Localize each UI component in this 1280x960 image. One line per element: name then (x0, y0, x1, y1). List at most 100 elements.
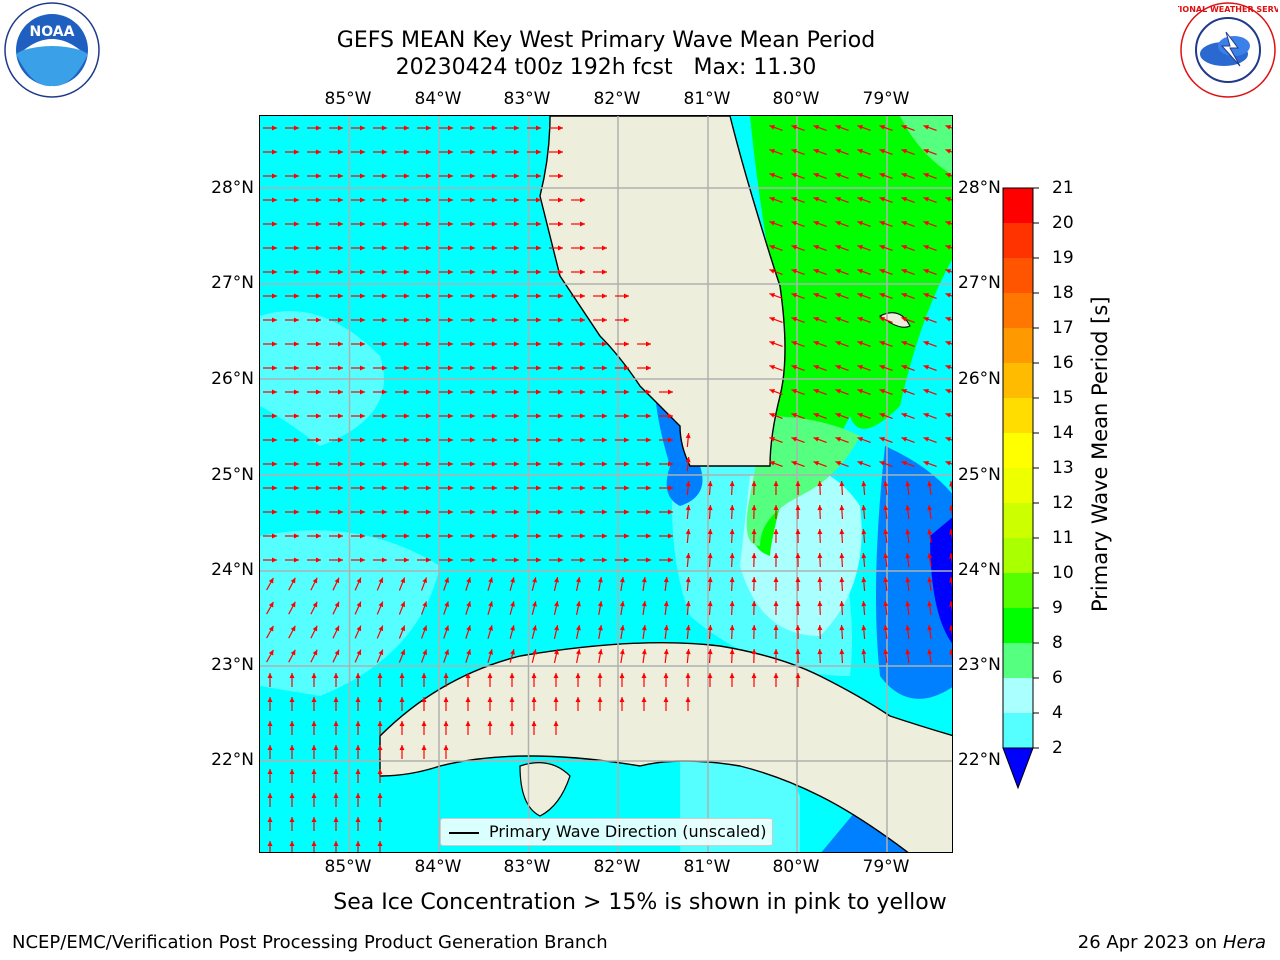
colorbar-tick-label: 14 (1052, 423, 1074, 443)
wave-arrow (395, 437, 409, 443)
wave-arrow (769, 244, 783, 251)
wave-arrow (571, 197, 585, 203)
wave-arrow (373, 557, 387, 563)
wave-arrow (373, 245, 387, 251)
wave-arrow (465, 649, 471, 663)
wave-arrow (289, 745, 295, 759)
wave-arrow (443, 577, 450, 591)
colorbar-segment (1003, 258, 1033, 293)
wave-arrow (505, 269, 519, 275)
wave-arrow (813, 268, 827, 275)
wave-arrow (285, 437, 299, 443)
wave-arrow (597, 577, 603, 591)
wave-arrow (769, 220, 783, 227)
wave-arrow (575, 625, 581, 639)
wave-arrow (355, 721, 361, 735)
wave-arrow (641, 673, 647, 687)
wave-arrow (399, 721, 405, 735)
wave-arrow (531, 601, 537, 615)
wave-arrow (288, 601, 296, 615)
wave-arrow (637, 413, 651, 419)
wave-arrow (307, 461, 321, 467)
wave-arrow (527, 437, 541, 443)
wave-arrow (659, 389, 673, 395)
wave-arrow (505, 485, 519, 491)
wave-arrow (637, 341, 651, 347)
wave-arrow (531, 649, 537, 663)
wave-arrow (751, 673, 757, 687)
wave-arrow (395, 245, 409, 251)
wave-arrow (945, 436, 952, 443)
wave-arrow (333, 817, 339, 831)
wave-arrow (857, 460, 871, 467)
chart-subtitle: 20230424 t00z 192h fcst Max: 11.30 (395, 55, 817, 80)
wave-arrow (417, 245, 431, 251)
wave-arrow (509, 649, 515, 663)
wave-arrow (531, 577, 537, 591)
wave-arrow (571, 437, 585, 443)
wave-arrow (487, 697, 493, 711)
colorbar-label: Primary Wave Mean Period [s] (1088, 296, 1112, 612)
wave-arrow (509, 625, 515, 639)
wave-arrow (729, 504, 735, 520)
wave-arrow (923, 292, 937, 299)
colorbar-segment (1003, 678, 1033, 713)
wave-arrow (263, 221, 277, 227)
wave-arrow (813, 340, 827, 347)
wave-arrow (509, 673, 515, 687)
wave-arrow (527, 125, 541, 131)
wave-arrow (553, 721, 559, 735)
wave-arrow (399, 697, 405, 711)
wave-arrow (549, 413, 563, 419)
lat-tick-left: 24°N (211, 560, 254, 580)
wave-arrow (901, 124, 915, 131)
wave-arrow (615, 485, 629, 491)
wave-arrow (333, 793, 339, 807)
wave-arrow (417, 485, 431, 491)
wave-arrow (487, 577, 493, 591)
wave-arrow (861, 600, 867, 616)
wave-arrow (641, 624, 647, 640)
wave-arrow (597, 601, 603, 615)
wave-arrow (549, 509, 563, 515)
wave-arrow (879, 316, 893, 323)
wave-arrow (615, 365, 629, 371)
wave-arrow (439, 557, 453, 563)
wave-arrow (329, 437, 343, 443)
wave-arrow (949, 505, 952, 519)
lon-tick-top: 80°W (772, 89, 820, 109)
wave-arrow (461, 413, 475, 419)
wave-arrow (421, 745, 427, 759)
lon-tick-top: 79°W (862, 89, 910, 109)
wave-arrow (945, 220, 952, 227)
wave-arrow (813, 388, 827, 395)
wave-arrow (285, 221, 299, 227)
wave-arrow (310, 649, 318, 663)
wave-arrow (861, 504, 867, 520)
wave-arrow (791, 364, 805, 371)
wave-arrow (285, 557, 299, 563)
wave-arrow (707, 648, 713, 664)
lon-tick-bottom: 84°W (414, 857, 462, 877)
wave-arrow (571, 485, 585, 491)
wave-arrow (905, 648, 911, 664)
nws-logo-text: NATIONAL WEATHER SERVICE (1178, 5, 1278, 14)
wave-arrow (310, 577, 318, 591)
wave-arrow (461, 245, 475, 251)
wave-arrow (593, 485, 607, 491)
wave-arrow (527, 485, 541, 491)
wave-arrow (571, 389, 585, 395)
wave-arrow (376, 649, 384, 663)
wave-arrow (351, 437, 365, 443)
lon-tick-top: 81°W (683, 89, 731, 109)
wave-arrow (905, 528, 911, 544)
colorbar-segment (1003, 398, 1033, 433)
wave-arrow (791, 340, 805, 347)
wave-arrow (417, 269, 431, 275)
wave-arrow (857, 196, 871, 203)
wave-arrow (373, 149, 387, 155)
wave-arrow (483, 389, 497, 395)
wave-arrow (927, 480, 933, 496)
wave-arrow (879, 148, 893, 155)
wave-arrow (531, 673, 537, 687)
